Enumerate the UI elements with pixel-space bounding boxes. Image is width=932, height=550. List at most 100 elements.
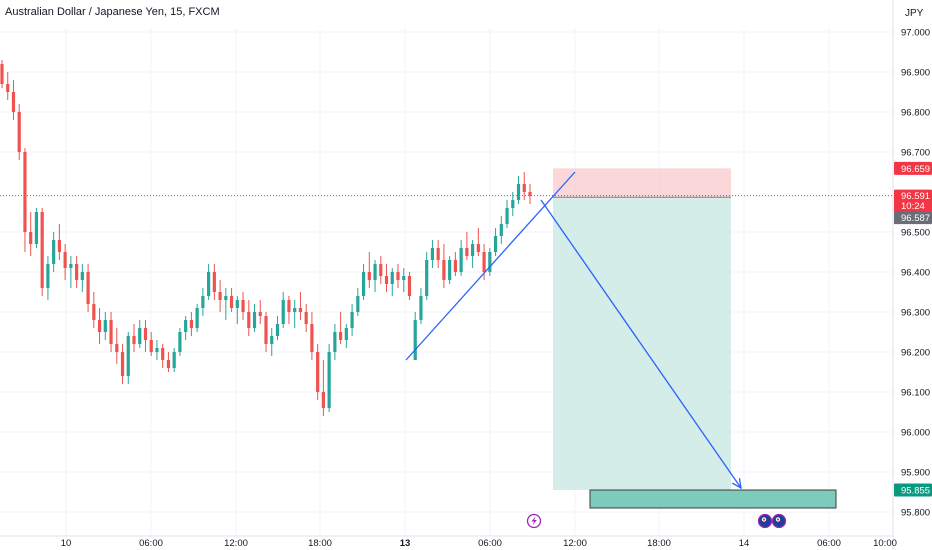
candle	[442, 244, 446, 288]
target-box[interactable]	[589, 489, 837, 509]
candle	[493, 228, 498, 256]
candle-body	[218, 292, 222, 300]
candle-body	[516, 184, 521, 200]
time-axis[interactable]: 10 06:00 12:00 18:00 13 06:00 12:00 18:00 14 06:0…	[0, 535, 897, 549]
trendline[interactable]	[405, 171, 576, 361]
event-icon-au-flag-1[interactable]	[757, 513, 773, 529]
candle	[264, 312, 268, 352]
candle-body	[356, 296, 360, 312]
price-tag-target[interactable]: 95.855	[894, 483, 932, 497]
event-icon-au-flag-2[interactable]	[771, 513, 787, 529]
candle-body	[29, 232, 33, 244]
candle	[373, 260, 377, 292]
price-tick-label: 96.100	[901, 388, 930, 399]
position-zones	[553, 168, 837, 509]
price-tick-label: 96.400	[901, 268, 930, 279]
candle	[465, 232, 469, 260]
price-tick-label: 96.300	[901, 308, 930, 319]
candle-body	[471, 244, 475, 256]
candle-body	[23, 152, 27, 232]
candle-body	[505, 208, 509, 224]
price-tick-label: 96.800	[901, 108, 930, 119]
candle	[11, 80, 16, 120]
projection-arrow[interactable]	[540, 199, 742, 489]
candle-body	[333, 332, 337, 352]
candle-body	[138, 328, 142, 344]
candle	[46, 256, 50, 300]
time-tick-label: 10:00	[873, 538, 897, 549]
candle	[327, 344, 331, 412]
stop-loss-zone[interactable]	[553, 168, 731, 198]
candle-body	[80, 272, 84, 280]
candle	[413, 312, 417, 360]
candle-body	[17, 112, 21, 152]
candle	[350, 304, 354, 336]
price-tag-prev[interactable]: 96.587	[894, 211, 932, 225]
candle	[247, 300, 251, 336]
candle	[298, 292, 303, 320]
candle	[161, 344, 165, 368]
candle	[402, 268, 406, 292]
candle	[40, 208, 44, 296]
candle-body	[189, 320, 193, 328]
candle	[132, 324, 136, 352]
price-tick-label: 96.900	[901, 68, 930, 79]
grid	[0, 28, 893, 536]
candle-body	[442, 260, 446, 280]
candle	[57, 224, 61, 260]
candle	[430, 240, 435, 268]
candle-body	[528, 192, 532, 196]
candle	[419, 288, 423, 324]
candle	[287, 296, 291, 324]
candle	[516, 176, 521, 204]
candle	[379, 256, 383, 284]
candle-body	[402, 276, 406, 280]
candle-body	[103, 320, 107, 332]
price-tag-text: 95.855	[901, 486, 930, 497]
candle-body	[270, 336, 274, 344]
candle	[138, 320, 142, 348]
candle	[178, 328, 182, 356]
candle-body	[241, 300, 245, 312]
candle	[34, 208, 39, 248]
candle	[29, 212, 33, 256]
time-tick-label: 06:00	[139, 538, 163, 549]
candle	[63, 244, 67, 280]
time-tick-label: 12:00	[563, 538, 587, 549]
candle	[396, 264, 400, 288]
price-axis[interactable]: 97.000 96.900 96.800 96.700 96.500 96.400 96.3…	[892, 0, 932, 550]
candle	[195, 304, 199, 332]
candle-body	[46, 264, 50, 288]
candle	[505, 200, 509, 228]
price-tick-label: 96.200	[901, 348, 930, 359]
price-tick-label: 95.900	[901, 468, 930, 479]
candle	[304, 304, 308, 332]
candle-body	[476, 244, 480, 252]
candle-body	[287, 300, 291, 312]
event-icon-flash[interactable]	[526, 513, 542, 529]
candle	[293, 300, 297, 328]
price-tag-stop[interactable]: 96.659	[894, 161, 932, 175]
candle-body	[184, 320, 188, 332]
candle-body	[436, 248, 440, 260]
candle	[367, 252, 371, 288]
candles	[0, 60, 532, 416]
price-tick-label: 96.000	[901, 428, 930, 439]
drawings[interactable]	[405, 171, 742, 490]
time-tick-label: 06:00	[478, 538, 502, 549]
candle	[0, 60, 4, 88]
time-tick-label: 12:00	[224, 538, 248, 549]
candle-body	[52, 240, 56, 264]
candle	[166, 352, 171, 372]
candle	[390, 268, 394, 296]
take-profit-zone[interactable]	[553, 197, 731, 490]
candle-body	[379, 264, 383, 276]
candle-body	[6, 84, 10, 92]
candle-body	[361, 272, 366, 296]
candle-body	[281, 300, 285, 324]
candle	[436, 240, 440, 268]
candle-body	[419, 296, 423, 320]
candle	[69, 256, 73, 288]
